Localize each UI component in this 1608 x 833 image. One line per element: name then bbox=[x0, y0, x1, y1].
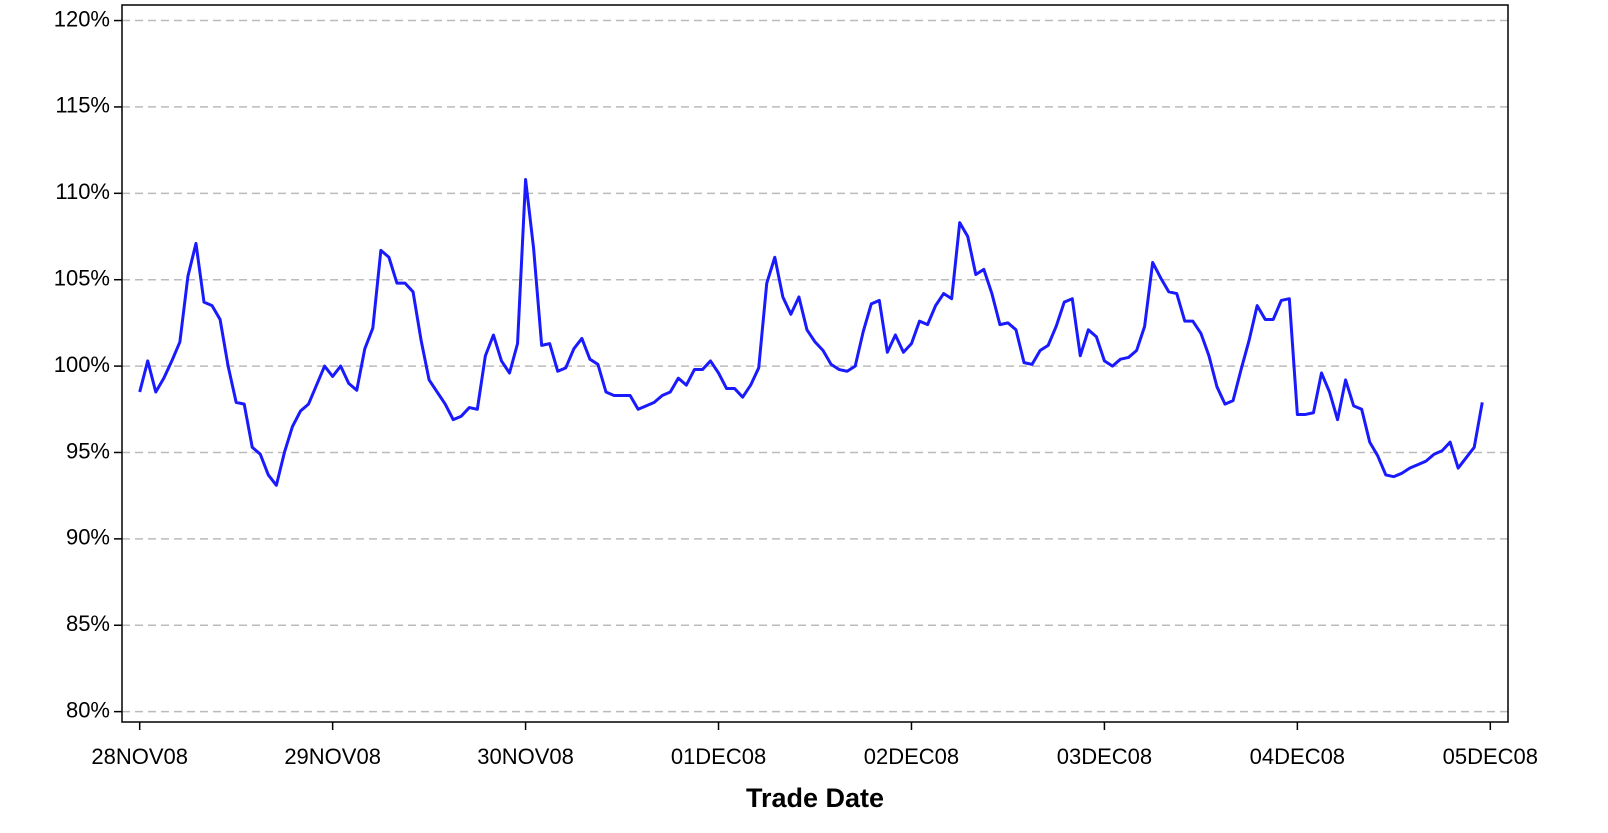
y-tick-label: 90% bbox=[66, 525, 110, 550]
x-tick-label: 03DEC08 bbox=[1057, 744, 1152, 769]
x-tick-label: 28NOV08 bbox=[91, 744, 188, 769]
y-tick-label: 115% bbox=[55, 93, 110, 118]
x-tick-label: 29NOV08 bbox=[284, 744, 381, 769]
y-tick-label: 105% bbox=[54, 266, 110, 291]
x-tick-label: 30NOV08 bbox=[477, 744, 574, 769]
data-line bbox=[138, 178, 1484, 487]
plot-frame bbox=[121, 4, 1509, 723]
y-tick-label: 110% bbox=[55, 179, 110, 204]
x-axis-title: Trade Date bbox=[746, 783, 884, 813]
x-tick-label: 01DEC08 bbox=[671, 744, 766, 769]
y-tick-label: 100% bbox=[54, 352, 110, 377]
y-tick-label: 120% bbox=[54, 6, 110, 31]
y-tick-label: 95% bbox=[66, 438, 110, 463]
x-tick-label: 05DEC08 bbox=[1443, 744, 1538, 769]
x-tick-label: 04DEC08 bbox=[1250, 744, 1345, 769]
x-tick-label: 02DEC08 bbox=[864, 744, 959, 769]
y-tick-label: 85% bbox=[66, 611, 110, 636]
y-tick-label: 80% bbox=[66, 697, 110, 722]
